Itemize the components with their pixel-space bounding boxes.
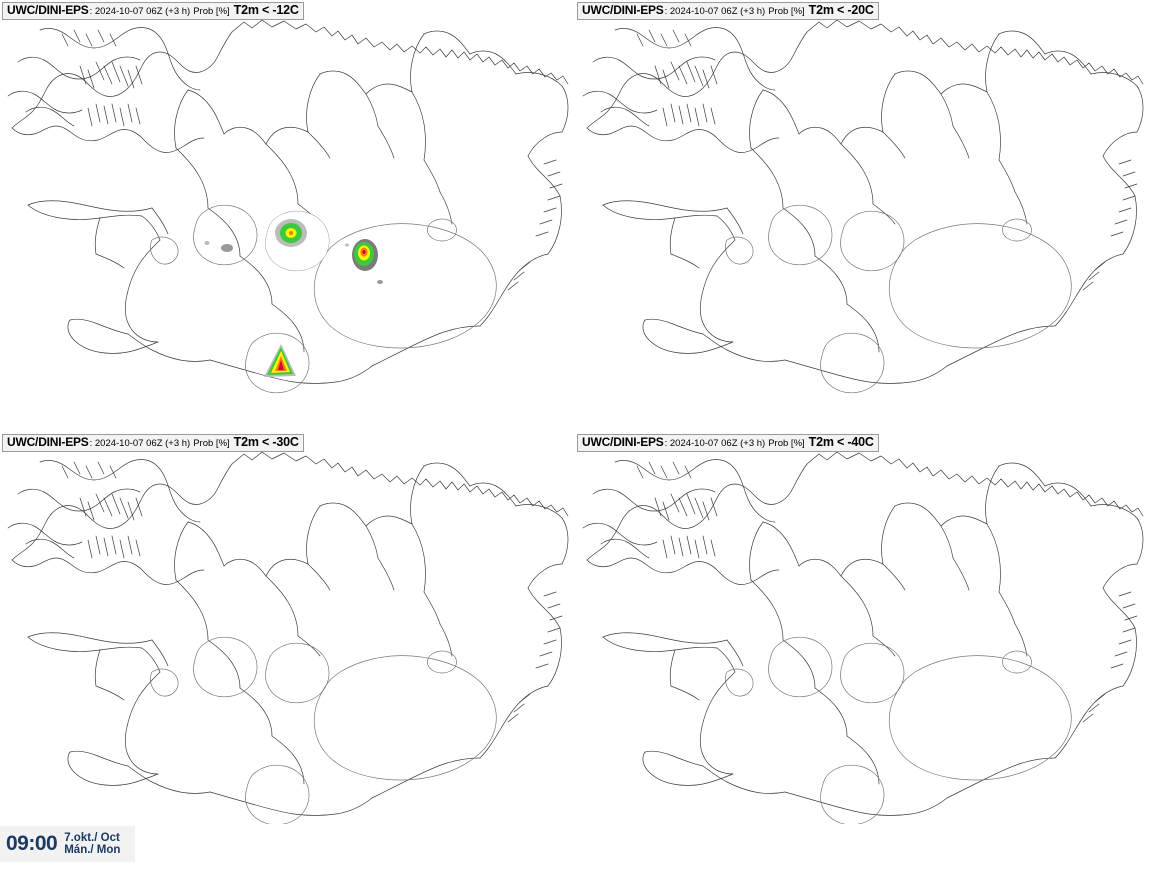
param-label-3: Prob [%]: [768, 438, 805, 449]
valid-time-chip: 09:00 7.okt./ Oct Mán./ Mon: [0, 826, 135, 862]
threshold-label-2: T2m < -30C: [233, 435, 299, 449]
valid-date: 7.okt./ Oct: [64, 831, 120, 844]
param-label-0: Prob [%]: [193, 6, 230, 17]
panel-title-0: UWC/DINI-EPS : 2024-10-07 06Z (+3 h) Pro…: [2, 2, 304, 20]
param-label-1: Prob [%]: [768, 6, 805, 17]
run-time-0: : 2024-10-07 06Z (+3 h): [89, 6, 191, 17]
glacier-outline-layer: [150, 636, 497, 826]
glacier-outline-layer: [725, 204, 1072, 394]
panel-t2m-lt-30c[interactable]: UWC/DINI-EPS : 2024-10-07 06Z (+3 h) Pro…: [0, 432, 575, 864]
valid-date-stack: 7.okt./ Oct Mán./ Mon: [64, 832, 120, 857]
iceland-map-svg-1: [582, 19, 1144, 394]
valid-time-clock: 09:00: [6, 832, 58, 855]
glacier-outline-layer: [725, 636, 1072, 826]
run-time-3: : 2024-10-07 06Z (+3 h): [664, 438, 766, 449]
coastline-layer: [7, 451, 569, 816]
panel-t2m-lt-20c[interactable]: UWC/DINI-EPS : 2024-10-07 06Z (+3 h) Pro…: [575, 0, 1150, 432]
coastline-layer: [582, 19, 1144, 384]
map-canvas-panel-2[interactable]: [0, 432, 575, 864]
valid-weekday: Mán./ Mon: [64, 844, 121, 856]
iceland-map-svg-0: [7, 19, 569, 394]
threshold-label-1: T2m < -20C: [808, 3, 874, 17]
coastline-layer: [582, 451, 1144, 816]
iceland-map-svg-2: [7, 451, 569, 826]
map-canvas-panel-0[interactable]: [0, 0, 575, 432]
map-canvas-panel-3[interactable]: [575, 432, 1150, 864]
panel-t2m-lt-40c[interactable]: UWC/DINI-EPS : 2024-10-07 06Z (+3 h) Pro…: [575, 432, 1150, 864]
panel-title-2: UWC/DINI-EPS : 2024-10-07 06Z (+3 h) Pro…: [2, 434, 304, 452]
threshold-label-3: T2m < -40C: [808, 435, 874, 449]
model-name-0: UWC/DINI-EPS: [7, 3, 89, 17]
panel-t2m-lt-12c[interactable]: UWC/DINI-EPS : 2024-10-07 06Z (+3 h) Pro…: [0, 0, 575, 432]
panel-title-1: UWC/DINI-EPS : 2024-10-07 06Z (+3 h) Pro…: [577, 2, 879, 20]
coastline-layer: [7, 19, 569, 384]
panel-title-3: UWC/DINI-EPS : 2024-10-07 06Z (+3 h) Pro…: [577, 434, 879, 452]
param-label-2: Prob [%]: [193, 438, 230, 449]
probability-patch-layer-0: [204, 211, 383, 377]
model-name-3: UWC/DINI-EPS: [582, 435, 664, 449]
run-time-1: : 2024-10-07 06Z (+3 h): [664, 6, 766, 17]
run-time-2: : 2024-10-07 06Z (+3 h): [89, 438, 191, 449]
model-name-2: UWC/DINI-EPS: [7, 435, 89, 449]
model-name-1: UWC/DINI-EPS: [582, 3, 664, 17]
iceland-map-svg-3: [582, 451, 1144, 826]
threshold-label-0: T2m < -12C: [233, 3, 299, 17]
map-canvas-panel-1[interactable]: [575, 0, 1150, 432]
legend-bar: 09:00 7.okt./ Oct Mán./ Mon 051025507590…: [0, 824, 1150, 891]
